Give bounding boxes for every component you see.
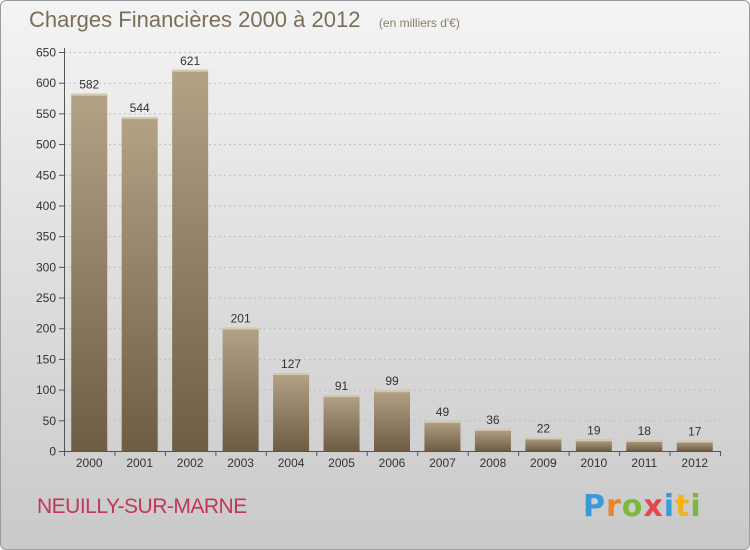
- bar-2007: [424, 420, 461, 451]
- bar-top-highlight: [626, 439, 663, 442]
- bar-2010: [575, 439, 612, 451]
- chart-title: Charges Financières 2000 à 2012: [29, 7, 361, 32]
- bar-layer: [71, 69, 713, 452]
- bar-top-highlight: [222, 327, 259, 330]
- x-tick-label: 2000: [76, 456, 103, 470]
- bar-top-highlight: [474, 428, 511, 431]
- bar-top-highlight: [676, 440, 713, 443]
- x-tick-label: 2011: [631, 456, 657, 470]
- bar-2006: [374, 390, 410, 451]
- logo-letter: o: [621, 489, 644, 524]
- bar-2005: [323, 395, 360, 451]
- x-tick-label: 2002: [177, 456, 204, 470]
- logo-letter: P: [583, 489, 606, 524]
- title-row: Charges Financières 2000 à 2012 (en mill…: [29, 7, 460, 33]
- bar-top-highlight: [71, 93, 108, 96]
- x-tick-label: 2012: [681, 456, 708, 470]
- x-tick-label: 2004: [278, 456, 305, 470]
- bar-2012: [676, 440, 713, 451]
- data-label: 22: [537, 421, 551, 435]
- bar-top-highlight: [374, 390, 410, 393]
- chart-subtitle: (en milliers d'€): [378, 16, 460, 30]
- commune-name: NEUILLY-SUR-MARNE: [37, 495, 247, 518]
- y-tick-label: 550: [36, 107, 56, 121]
- bar-2009: [525, 437, 562, 451]
- bar-2008: [474, 428, 511, 451]
- y-tick-label: 250: [36, 291, 56, 305]
- bar-top-highlight: [575, 439, 612, 442]
- x-tick-label: 2007: [429, 456, 456, 470]
- y-tick-label: 300: [36, 260, 56, 274]
- data-label: 19: [587, 423, 601, 437]
- data-label: 49: [436, 405, 450, 419]
- bar-2001: [121, 117, 158, 452]
- bar-top-highlight: [424, 420, 461, 423]
- data-label: 18: [638, 424, 652, 438]
- bar-top-highlight: [323, 395, 360, 398]
- data-label: 36: [486, 413, 500, 427]
- bar-top-highlight: [273, 373, 310, 376]
- data-label: 544: [130, 101, 150, 115]
- y-tick-label: 650: [36, 46, 56, 60]
- bar-2011: [626, 439, 663, 451]
- label-layer: 582 544 621 201 127 91 99 49 36 22 19 18 17: [79, 54, 702, 439]
- proxiti-logo[interactable]: Proxiti: [583, 489, 702, 524]
- bar-2004: [273, 373, 310, 451]
- x-tick-label: 2006: [379, 456, 406, 470]
- x-tick-label: 2003: [227, 456, 254, 470]
- y-tick-label: 200: [36, 322, 56, 336]
- data-label: 127: [281, 357, 301, 371]
- y-tick-label: 50: [43, 414, 57, 428]
- x-tick-label: 2009: [530, 456, 557, 470]
- y-tick-label: 100: [36, 383, 56, 397]
- bar-2000: [71, 93, 108, 451]
- bar-top-highlight: [525, 437, 562, 440]
- y-tick-label: 400: [36, 199, 56, 213]
- logo-letter: i: [663, 489, 676, 524]
- grid-layer: [64, 52, 720, 422]
- data-label: 99: [385, 374, 399, 388]
- bar-2003: [222, 327, 259, 451]
- y-tick-label: 150: [36, 352, 56, 366]
- data-label: 17: [688, 425, 702, 439]
- data-label: 582: [79, 78, 99, 92]
- bar-2002: [172, 69, 209, 451]
- bar-top-highlight: [172, 69, 209, 72]
- logo-letter: t: [675, 489, 691, 524]
- x-tick-label: 2001: [126, 456, 153, 470]
- y-tick-label: 350: [36, 230, 56, 244]
- logo-letter: i: [690, 489, 702, 524]
- bar-top-highlight: [121, 117, 158, 120]
- logo-letter: x: [643, 489, 664, 524]
- data-label: 201: [231, 312, 251, 326]
- logo-letter: r: [606, 489, 622, 524]
- data-label: 91: [335, 379, 349, 393]
- axis-layer: 0 50 100 150 200 250 300 350 400 450 500 550 600 650 2…: [36, 46, 721, 470]
- y-tick-label: 0: [49, 445, 56, 459]
- x-tick-label: 2008: [480, 456, 507, 470]
- x-tick-label: 2010: [580, 456, 607, 470]
- data-label: 621: [180, 54, 200, 68]
- x-tick-label: 2005: [328, 456, 355, 470]
- y-tick-label: 600: [36, 76, 56, 90]
- y-tick-label: 500: [36, 138, 56, 152]
- y-tick-label: 450: [36, 168, 56, 182]
